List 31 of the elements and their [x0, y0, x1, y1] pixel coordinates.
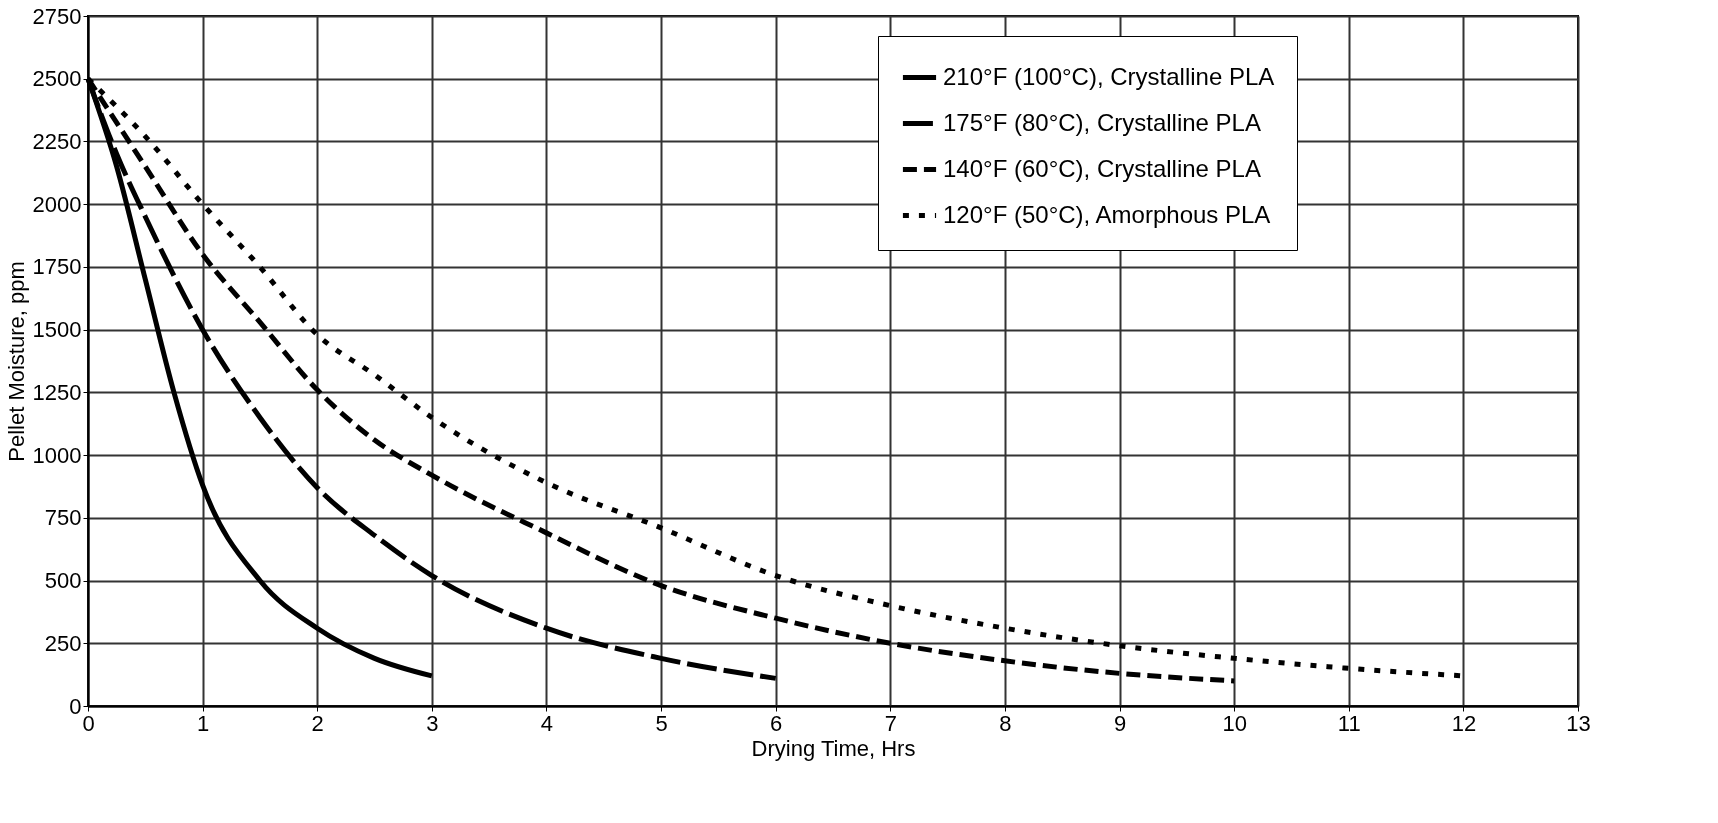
x-tick-label: 5: [655, 710, 668, 736]
x-axis-title: Drying Time, Hrs: [751, 735, 916, 761]
y-tick-label: 250: [44, 630, 82, 656]
y-tick-label: 1000: [32, 442, 82, 468]
y-tick-label: 2750: [32, 3, 82, 29]
x-tick-label: 8: [999, 710, 1012, 736]
x-tick-label: 2: [311, 710, 324, 736]
x-tick-label: 1: [196, 710, 210, 736]
x-tick-label: 12: [1451, 710, 1477, 736]
legend-label: 210°F (100°C), Crystalline PLA: [943, 62, 1275, 90]
y-axis-title: Pellet Moisture, ppm: [3, 261, 29, 462]
y-tick-label: 0: [69, 693, 82, 719]
x-tick-label: 3: [426, 710, 439, 736]
x-tick-label: 6: [770, 710, 783, 736]
y-tick-label: 2000: [32, 191, 82, 217]
x-tick-label: 10: [1222, 710, 1247, 736]
y-tick-label: 750: [44, 505, 82, 531]
x-tick-label: 4: [540, 710, 554, 736]
legend-label: 140°F (60°C), Crystalline PLA: [943, 154, 1261, 182]
y-tick-label: 1750: [32, 254, 82, 280]
x-tick-label: 11: [1337, 710, 1361, 736]
x-tick-label: 9: [1113, 710, 1127, 736]
x-tick-label: 7: [884, 710, 897, 736]
y-tick-label: 1250: [32, 379, 82, 405]
legend-label: 175°F (80°C), Crystalline PLA: [943, 108, 1261, 136]
y-tick-label: 2500: [32, 66, 82, 92]
legend-label: 120°F (50°C), Amorphous PLA: [943, 200, 1271, 228]
y-tick-label: 500: [44, 568, 82, 594]
y-tick-label: 2250: [32, 128, 82, 154]
x-tick-label: 13: [1566, 710, 1591, 736]
y-tick-label: 1500: [32, 317, 82, 343]
